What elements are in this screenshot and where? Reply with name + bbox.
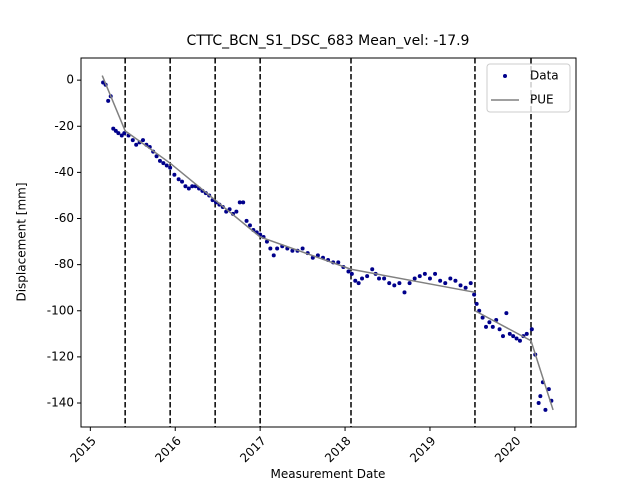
data-point [500,334,505,339]
data-point [241,200,246,205]
data-point [497,327,502,332]
data-point [134,142,139,147]
y-tick-label: -20 [54,119,74,133]
data-point [407,281,412,286]
data-point [504,311,509,316]
data-point [186,186,191,191]
data-point [244,218,249,223]
data-point [234,209,239,214]
data-point [247,223,252,228]
data-point [422,271,427,276]
data-point [438,278,443,283]
data-point [382,276,387,281]
data-point [111,126,116,131]
data-point [474,301,479,306]
data-point [113,128,118,133]
data-point [172,172,177,177]
data-point [511,334,516,339]
plot-frame [80,57,577,428]
data-point [524,331,529,336]
data-point [356,281,361,286]
data-point [490,324,495,329]
data-line [101,75,554,411]
data-point [538,394,543,399]
data-point [514,336,519,341]
data-point [377,276,382,281]
data-point [183,184,188,189]
data-point [387,281,392,286]
chart-title: CTTC_BCN_S1_DSC_683 Mean_vel: -17.9 [187,33,470,49]
data-point [536,401,541,406]
data-point [507,331,512,336]
legend-label: PUE [530,93,554,107]
data-point [116,131,121,136]
data-point [119,133,124,138]
data-point [168,165,173,170]
data-point [517,338,522,343]
data-point [176,177,181,182]
data-point [484,324,488,329]
data-point [349,271,354,276]
data-point [264,239,269,244]
data-point [453,278,458,283]
data-point [353,278,358,283]
data-point [130,138,135,143]
data-point [237,200,242,205]
data-point [360,276,365,281]
data-point [161,161,166,166]
data-point [546,387,551,392]
data-point [300,246,305,251]
y-tick-label: -120 [47,349,74,363]
y-tick-label: -40 [54,165,74,179]
data-point [417,274,422,279]
y-tick-label: -80 [54,257,74,271]
data-point [122,131,127,136]
data-point [487,320,492,325]
data-point [529,327,534,332]
data-point [543,407,548,412]
data-point [433,271,438,276]
x-axis-label: Measurement Date [271,467,386,480]
data-point [346,269,351,274]
data-point [336,260,341,265]
data-point [140,138,145,143]
data-point [290,248,295,253]
y-tick-label: 0 [66,73,74,87]
data-point [448,276,453,281]
legend-label: Data [530,69,559,83]
y-tick-label: -100 [47,303,74,317]
data-point [458,283,463,288]
data-point [427,276,432,281]
data-point [157,158,162,163]
data-point [397,281,402,286]
data-point [472,292,477,297]
data-point [164,163,169,168]
data-point [180,179,185,184]
data-point [463,285,468,290]
data-point [402,290,407,295]
legend-marker [503,74,507,78]
data-point [268,246,273,251]
data-point [392,283,397,288]
data-point [468,281,473,286]
data-point [370,267,375,272]
y-tick-label: -140 [47,396,74,410]
data-point [443,281,448,286]
y-axis-label: Displacement [mm] [15,182,29,301]
data-point [106,98,111,103]
data-point [365,274,370,279]
data-point [154,154,159,159]
y-tick-label: -60 [54,211,74,225]
data-point [271,253,276,258]
data-point [275,246,280,251]
data-point [190,184,195,189]
data-point [412,276,417,281]
data-point [480,315,485,320]
